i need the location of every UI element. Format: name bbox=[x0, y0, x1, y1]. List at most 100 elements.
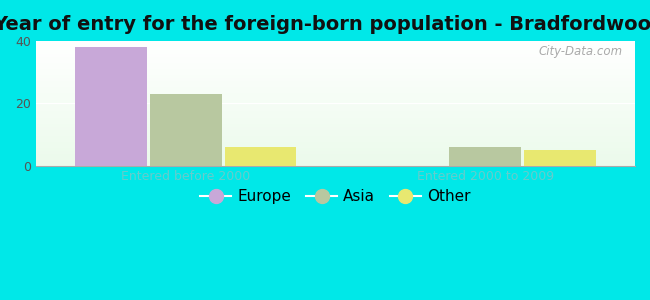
Bar bbox=[36, 59, 635, 60]
Bar bbox=[36, 50, 635, 51]
Bar bbox=[36, 114, 635, 115]
Bar bbox=[36, 79, 635, 80]
Bar bbox=[36, 69, 635, 70]
Bar bbox=[36, 143, 635, 144]
Bar bbox=[36, 132, 635, 133]
Bar bbox=[36, 140, 635, 141]
Bar bbox=[36, 65, 635, 66]
Title: Year of entry for the foreign-born population - Bradfordwoods: Year of entry for the foreign-born popul… bbox=[0, 15, 650, 34]
Bar bbox=[36, 71, 635, 72]
Bar bbox=[36, 108, 635, 109]
Bar bbox=[36, 163, 635, 164]
Bar bbox=[36, 133, 635, 134]
Bar bbox=[36, 116, 635, 117]
Bar bbox=[36, 159, 635, 160]
Bar bbox=[36, 70, 635, 71]
Bar bbox=[36, 118, 635, 119]
Bar bbox=[36, 100, 635, 101]
Bar bbox=[36, 165, 635, 166]
Bar bbox=[36, 60, 635, 61]
Bar bbox=[36, 93, 635, 94]
Bar bbox=[36, 121, 635, 122]
Bar bbox=[36, 122, 635, 123]
Bar bbox=[36, 137, 635, 138]
Bar bbox=[36, 130, 635, 131]
Bar bbox=[36, 77, 635, 78]
Bar bbox=[36, 147, 635, 148]
Bar bbox=[36, 156, 635, 157]
Bar bbox=[36, 97, 635, 98]
Bar bbox=[36, 67, 635, 68]
Bar bbox=[36, 150, 635, 151]
Bar bbox=[36, 129, 635, 130]
Bar bbox=[36, 48, 635, 49]
Bar bbox=[36, 41, 635, 42]
Bar bbox=[36, 110, 635, 111]
Text: City-Data.com: City-Data.com bbox=[539, 45, 623, 58]
Bar bbox=[224, 147, 296, 166]
Bar bbox=[36, 101, 635, 102]
Bar bbox=[36, 111, 635, 112]
Bar bbox=[36, 74, 635, 75]
Bar bbox=[36, 164, 635, 165]
Bar bbox=[36, 98, 635, 99]
Bar bbox=[36, 119, 635, 120]
Bar bbox=[36, 107, 635, 108]
Bar bbox=[36, 72, 635, 73]
Bar bbox=[36, 136, 635, 137]
Bar bbox=[36, 45, 635, 46]
Bar bbox=[36, 56, 635, 57]
Bar bbox=[36, 146, 635, 147]
Bar bbox=[36, 75, 635, 76]
Bar bbox=[36, 80, 635, 81]
Bar bbox=[36, 78, 635, 79]
Bar bbox=[36, 131, 635, 132]
Bar bbox=[36, 63, 635, 64]
Bar bbox=[36, 117, 635, 118]
Bar bbox=[150, 94, 222, 166]
Bar bbox=[36, 104, 635, 105]
Bar bbox=[36, 47, 635, 48]
Bar bbox=[36, 52, 635, 53]
Bar bbox=[36, 120, 635, 121]
Bar bbox=[36, 135, 635, 136]
Bar bbox=[36, 61, 635, 62]
Bar bbox=[36, 126, 635, 127]
Bar bbox=[36, 44, 635, 45]
Bar bbox=[524, 150, 596, 166]
Bar bbox=[36, 82, 635, 83]
Bar bbox=[36, 103, 635, 104]
Bar bbox=[36, 83, 635, 84]
Bar bbox=[36, 124, 635, 125]
Bar bbox=[36, 58, 635, 59]
Bar bbox=[36, 87, 635, 88]
Bar bbox=[36, 42, 635, 43]
Bar bbox=[36, 76, 635, 77]
Bar bbox=[36, 145, 635, 146]
Bar bbox=[36, 149, 635, 150]
Bar bbox=[36, 89, 635, 90]
Bar bbox=[36, 160, 635, 161]
Bar bbox=[36, 53, 635, 54]
Bar bbox=[36, 96, 635, 97]
Bar bbox=[36, 99, 635, 100]
Bar bbox=[36, 125, 635, 126]
Bar bbox=[36, 115, 635, 116]
Bar bbox=[36, 85, 635, 86]
Bar bbox=[75, 47, 147, 166]
Bar bbox=[36, 54, 635, 55]
Bar bbox=[36, 148, 635, 149]
Bar bbox=[36, 154, 635, 155]
Bar bbox=[36, 84, 635, 85]
Bar bbox=[36, 158, 635, 159]
Bar bbox=[36, 66, 635, 67]
Bar bbox=[36, 153, 635, 154]
Legend: Europe, Asia, Other: Europe, Asia, Other bbox=[194, 183, 476, 210]
Bar bbox=[36, 134, 635, 135]
Bar bbox=[36, 95, 635, 96]
Bar bbox=[36, 106, 635, 107]
Bar bbox=[36, 123, 635, 124]
Bar bbox=[36, 49, 635, 50]
Bar bbox=[36, 161, 635, 162]
Bar bbox=[36, 68, 635, 69]
